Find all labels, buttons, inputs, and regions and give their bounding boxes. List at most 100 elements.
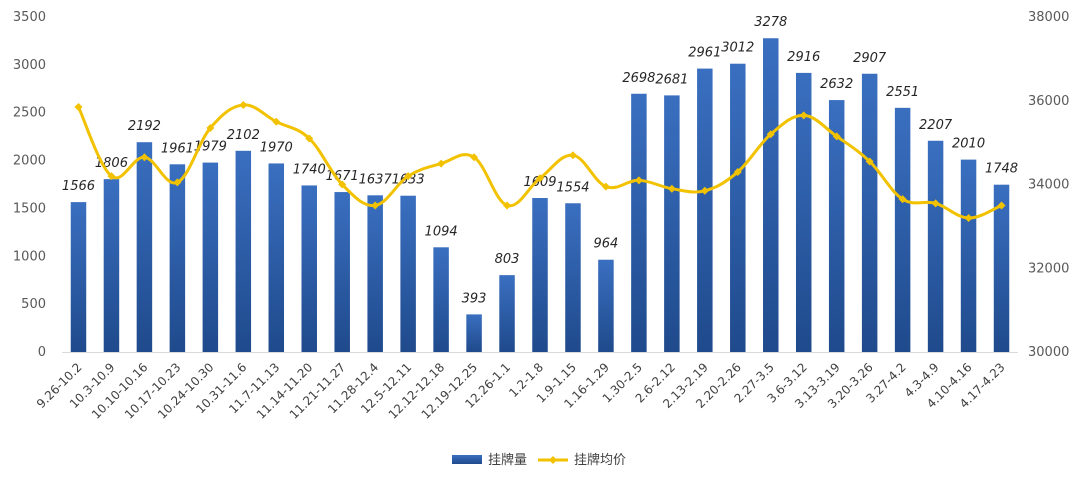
bar-data-label: 2916 [787,50,820,65]
bar-data-label: 2192 [128,119,161,134]
bar[interactable] [565,203,581,352]
left-axis-tick-label: 2000 [13,154,46,169]
line-point[interactable] [173,178,182,187]
line-point[interactable] [338,180,347,189]
line-point[interactable] [272,117,281,126]
line-point[interactable] [799,111,808,120]
bar[interactable] [103,179,120,352]
bar-data-label: 2907 [853,51,887,66]
legend-label-line: 挂牌均价 [574,452,626,468]
line-point[interactable] [404,172,413,181]
line-point[interactable] [536,174,544,183]
line-point[interactable] [140,153,149,162]
bar-data-label: 2207 [919,118,953,133]
bar-data-label: 2961 [688,46,721,61]
line-point[interactable] [832,132,841,141]
bar[interactable] [301,185,317,352]
line-point[interactable] [667,184,676,193]
bar-data-label: 2010 [952,137,985,152]
line-point[interactable] [206,123,215,132]
line-point[interactable] [74,103,83,112]
price-line[interactable] [77,103,1003,220]
bar[interactable] [268,163,285,352]
bar-data-label: 3012 [721,41,754,56]
bar-data-label: 1554 [556,180,589,195]
bar-data-label: 2681 [655,72,688,87]
legend-label-bars: 挂牌量 [488,452,527,468]
bar[interactable] [993,184,1010,352]
bar-data-label: 2102 [227,128,260,143]
bar[interactable] [136,142,153,352]
line-point[interactable] [470,153,479,162]
bar-data-label: 1094 [425,224,458,239]
line-point[interactable] [634,176,643,185]
left-axis-tick-label: 1000 [13,249,46,264]
bar[interactable] [861,73,878,352]
bar[interactable] [532,197,548,352]
line-point[interactable] [568,151,577,160]
left-axis-tick-label: 3500 [13,10,46,25]
line-point[interactable] [371,201,380,210]
bar-data-label: 1970 [260,140,293,155]
legend-bar-swatch [452,455,482,464]
bar[interactable] [169,164,186,352]
right-axis-tick-label: 34000 [1028,178,1069,193]
bar[interactable] [70,202,87,352]
bar[interactable] [598,259,614,352]
bar-data-label: 1566 [62,179,95,194]
bar-data-label: 2632 [820,77,853,92]
left-axis-tick-label: 1500 [13,201,46,216]
bar-data-label: 2551 [886,85,919,100]
right-axis-tick-label: 36000 [1028,94,1069,109]
line-point[interactable] [766,130,775,139]
right-axis-tick-label: 30000 [1028,345,1069,360]
bar-data-label: 1637 [359,172,393,187]
legend-line-marker [549,456,557,464]
bar-data-label: 803 [495,252,520,267]
bar-data-label: 1748 [985,162,1018,177]
left-axis-tick-label: 500 [21,297,46,312]
line-point[interactable] [437,159,446,168]
left-axis-tick-label: 0 [38,345,46,360]
bar[interactable] [631,93,647,353]
bar[interactable] [235,150,252,352]
bar[interactable] [894,107,911,352]
bar[interactable] [499,275,515,352]
line-point[interactable] [898,195,907,204]
bar-data-label: 2698 [622,71,655,86]
line-point[interactable] [107,172,116,181]
bar[interactable] [927,140,944,352]
line-point[interactable] [503,201,512,210]
line-point[interactable] [601,182,610,191]
bar-data-label: 1961 [161,141,194,156]
left-axis-tick-label: 3000 [13,58,46,73]
bar[interactable] [400,195,416,352]
bar[interactable] [795,72,812,352]
line-point[interactable] [700,186,709,195]
right-axis-tick-label: 38000 [1028,10,1069,25]
bar[interactable] [697,68,713,352]
bar[interactable] [202,162,219,352]
line-point[interactable] [865,157,874,166]
line-point[interactable] [964,214,973,222]
bar[interactable] [730,63,746,353]
bar[interactable] [960,159,977,352]
left-axis-tick-label: 2500 [13,106,46,121]
line-point[interactable] [305,134,314,143]
bar-data-label: 1740 [293,162,326,177]
bar-data-label: 3278 [754,15,787,30]
bar-data-label: 964 [594,237,619,252]
line-point[interactable] [733,167,742,176]
bar[interactable] [466,314,482,352]
bar-data-label: 393 [462,291,487,306]
bar[interactable] [763,38,779,353]
bar[interactable] [828,100,845,352]
bar[interactable] [334,192,350,352]
line-point[interactable] [997,201,1006,210]
line-point[interactable] [239,100,248,109]
bar[interactable] [664,95,680,352]
bar[interactable] [367,195,383,352]
line-point[interactable] [931,199,940,208]
bar[interactable] [433,247,449,352]
